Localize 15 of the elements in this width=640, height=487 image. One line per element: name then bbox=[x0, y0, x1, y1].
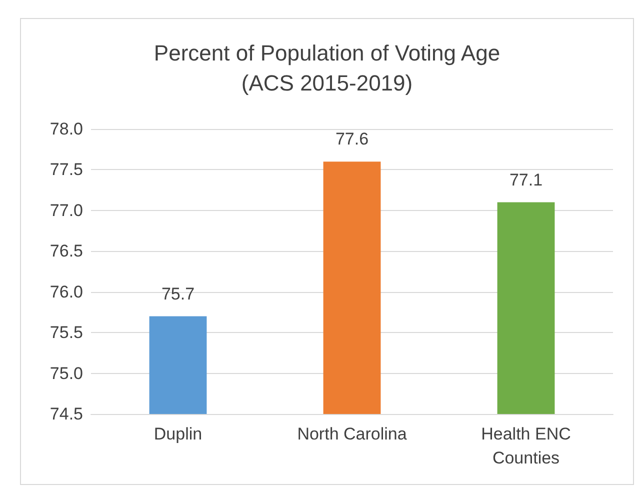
data-label: 75.7 bbox=[161, 284, 195, 304]
text: 76.5 bbox=[50, 242, 83, 261]
text: 77.5 bbox=[50, 160, 83, 180]
text: 76.0 bbox=[50, 282, 83, 302]
text: 75.0 bbox=[50, 364, 83, 383]
text: 74.5 bbox=[50, 404, 83, 424]
data-label: 77.1 bbox=[509, 170, 543, 190]
text: 77.0 bbox=[50, 200, 83, 220]
x-tick-label: Health ENC Counties bbox=[481, 424, 571, 468]
chart-title: Percent of Population of Voting Age (ACS 2015-2019) bbox=[154, 40, 500, 96]
x-tick-label: Duplin bbox=[154, 424, 202, 444]
x-tick-label: North Carolina bbox=[297, 424, 408, 444]
data-label: 77.6 bbox=[335, 130, 369, 149]
text: 78.0 bbox=[50, 120, 83, 138]
text: 75.5 bbox=[50, 323, 83, 342]
